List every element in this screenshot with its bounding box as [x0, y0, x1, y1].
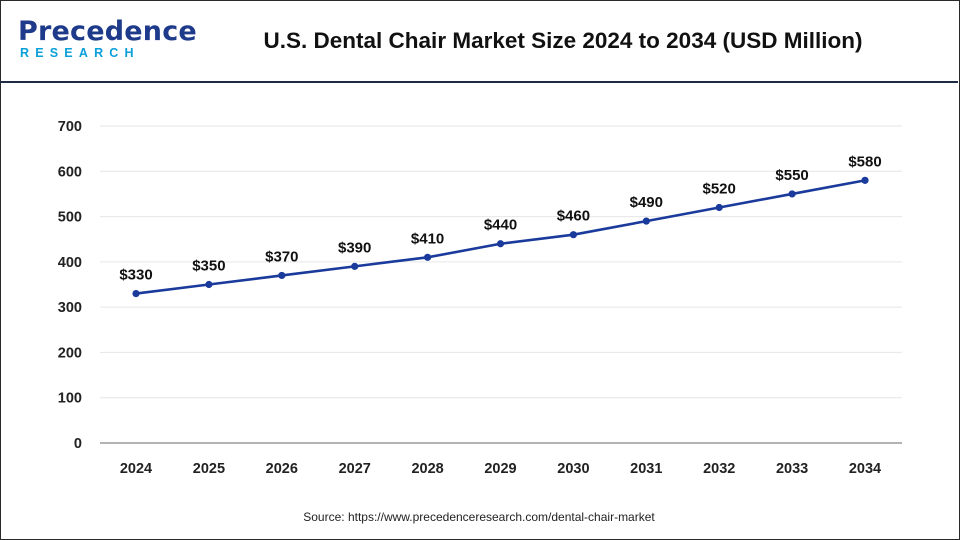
chart-title: U.S. Dental Chair Market Size 2024 to 20… — [263, 28, 863, 53]
brand-logo: Precedence RESEARCH — [18, 18, 197, 63]
data-label: $330 — [119, 267, 152, 284]
y-tick-label: 200 — [58, 345, 82, 361]
y-tick-label: 600 — [58, 164, 82, 180]
data-point — [715, 203, 723, 212]
y-tick-label: 700 — [58, 119, 82, 135]
x-tick-label: 2032 — [703, 461, 735, 477]
data-label: $550 — [775, 167, 808, 184]
data-label: $490 — [630, 194, 663, 211]
data-point — [861, 176, 869, 184]
data-label: $350 — [192, 258, 225, 275]
data-label: $410 — [411, 230, 444, 247]
series-line — [135, 179, 866, 295]
y-tick-label: 100 — [58, 391, 82, 407]
y-tick-label: 300 — [58, 300, 82, 316]
source-text: Source: https://www.precedenceresearch.c… — [303, 510, 655, 524]
data-point — [205, 280, 213, 289]
y-axis: 0 100 200 300 400 500 600 700 — [58, 119, 82, 452]
data-label: $440 — [484, 217, 517, 234]
brand-subtitle: RESEARCH — [20, 46, 140, 60]
grid-lines — [100, 125, 902, 399]
x-axis: 2024 2025 2026 2027 2028 2029 2030 2031 2032 2033… — [100, 442, 902, 477]
data-label: $520 — [703, 181, 736, 198]
x-tick-label: 2028 — [411, 461, 443, 477]
data-point — [278, 271, 286, 280]
x-tick-label: 2030 — [557, 461, 589, 477]
x-tick-label: 2029 — [484, 461, 516, 477]
x-tick-label: 2024 — [120, 461, 152, 477]
series-group — [132, 176, 869, 298]
data-label: $580 — [848, 153, 881, 170]
y-tick-label: 400 — [58, 255, 82, 271]
data-point — [496, 240, 505, 248]
data-label: $390 — [338, 239, 371, 256]
data-label: $370 — [265, 248, 298, 265]
y-tick-label: 500 — [58, 210, 82, 226]
x-tick-label: 2034 — [849, 461, 881, 477]
x-tick-label: 2025 — [193, 461, 225, 477]
y-tick-label: 0 — [74, 436, 82, 452]
x-tick-label: 2033 — [776, 461, 808, 477]
data-point — [132, 289, 140, 298]
x-tick-label: 2027 — [339, 461, 371, 477]
data-label: $460 — [557, 208, 590, 225]
data-point — [424, 253, 432, 261]
brand-name: Precedence — [18, 16, 197, 47]
data-point — [642, 217, 650, 225]
data-point — [351, 262, 359, 270]
data-point — [569, 231, 578, 239]
x-tick-label: 2026 — [266, 461, 298, 477]
header: Precedence RESEARCH U.S. Dental Chair Ma… — [0, 0, 958, 83]
data-point — [788, 190, 796, 198]
x-tick-label: 2031 — [630, 461, 662, 477]
data-labels: $330 $350 $370 $390 $410 $440 $460 $490 $520 $550… — [119, 153, 881, 283]
